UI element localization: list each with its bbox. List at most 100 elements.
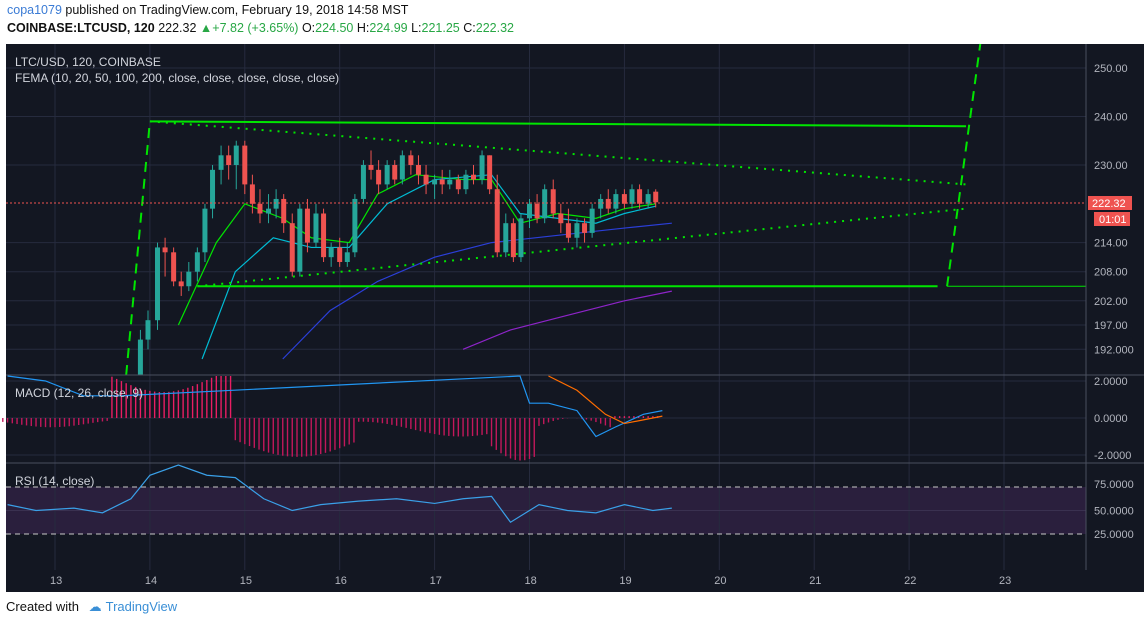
macd-legend[interactable]: MACD (12, 26, close, 9) — [15, 386, 143, 400]
low-value: 221.25 — [421, 21, 460, 35]
tradingview-brand[interactable]: TradingView — [105, 599, 178, 614]
candle-body-44 — [487, 155, 493, 190]
price-tick-label-4: 214.00 — [1094, 238, 1128, 250]
candle-body-37 — [432, 179, 438, 185]
candle-body-59 — [605, 198, 611, 209]
fema-line-3 — [462, 290, 672, 350]
candle-body-25 — [337, 247, 343, 262]
last-price: 222.32 — [158, 21, 197, 35]
price-axis-background — [1086, 44, 1144, 570]
candle-body-55 — [574, 223, 580, 238]
tradingview-logo-icon[interactable]: ☁ — [88, 599, 102, 614]
candle-body-53 — [558, 213, 564, 224]
open-label: O: — [301, 21, 316, 35]
candle-body-39 — [447, 179, 453, 185]
candle-body-9 — [210, 169, 216, 209]
candle-body-22 — [313, 213, 319, 243]
price-tick-label-8: 192.000 — [1094, 344, 1134, 356]
candle-body-10 — [218, 155, 224, 170]
candle-body-38 — [439, 179, 445, 185]
dashed-entry-line — [125, 121, 151, 376]
candle-body-5 — [178, 281, 184, 287]
candle-body-26 — [344, 252, 350, 262]
candlesticks — [137, 140, 659, 375]
candle-body-47 — [510, 223, 516, 258]
candle-body-35 — [415, 165, 421, 175]
rsi-tick-label-0: 75.0000 — [1094, 479, 1134, 491]
candle-body-64 — [645, 194, 651, 204]
axis-labels: 13 14 15 16 17 18 19 20 21 22 23 250.00 240.00 230.00… — [50, 63, 1134, 587]
candle-body-40 — [455, 179, 461, 190]
candle-body-54 — [565, 223, 571, 238]
rsi-tick-label-2: 25.0000 — [1094, 529, 1134, 541]
rsi-legend[interactable]: RSI (14, close) — [15, 474, 94, 488]
quote-header: COINBASE:LTCUSD, 120 222.32 ▲+7.82 (+3.6… — [7, 21, 514, 35]
candle-body-29 — [368, 165, 374, 170]
pane-title: LTC/USD, 120, COINBASE — [15, 55, 161, 69]
high-value: 224.99 — [369, 21, 408, 35]
macd-tick-label-2: -2.0000 — [1094, 450, 1131, 462]
candle-body-1 — [145, 320, 151, 340]
candle-body-51 — [542, 189, 548, 219]
candle-body-17 — [273, 198, 279, 209]
candle-body-43 — [479, 155, 485, 180]
x-tick-label-5: 18 — [525, 575, 537, 587]
trendline-drawings[interactable] — [125, 43, 1086, 376]
candle-body-0 — [137, 339, 143, 375]
fema-line-0 — [177, 174, 656, 326]
macd-line — [7, 375, 663, 438]
low-label: L: — [411, 21, 422, 35]
candle-body-23 — [321, 213, 327, 258]
x-tick-label-1: 14 — [145, 575, 157, 587]
x-tick-label-0: 13 — [50, 575, 62, 587]
high-label: H: — [356, 21, 370, 35]
candle-body-32 — [392, 165, 398, 180]
open-value: 224.50 — [315, 21, 354, 35]
wedge-top-line — [149, 120, 967, 186]
macd-tick-label-1: 0.0000 — [1094, 413, 1128, 425]
candle-body-11 — [226, 155, 232, 165]
candle-body-24 — [328, 247, 334, 258]
candle-body-60 — [613, 194, 619, 209]
candle-body-12 — [233, 145, 239, 165]
candle-body-30 — [376, 169, 382, 185]
candle-body-57 — [589, 208, 595, 233]
x-tick-label-3: 16 — [335, 575, 347, 587]
candle-body-15 — [257, 203, 263, 214]
x-tick-label-9: 22 — [904, 575, 916, 587]
candle-body-46 — [503, 223, 509, 253]
macd-tick-label-0: 2.0000 — [1094, 376, 1128, 388]
close-value: 222.32 — [475, 21, 514, 35]
author-link[interactable]: copa1079 — [7, 3, 62, 17]
rsi-tick-label-1: 50.0000 — [1094, 506, 1134, 518]
footer: Created with ☁ TradingView — [6, 599, 177, 615]
price-tick-label-5: 208.00 — [1094, 267, 1128, 279]
candle-body-19 — [289, 223, 295, 272]
candle-body-34 — [408, 155, 414, 165]
candle-body-21 — [304, 208, 310, 243]
rsi-guides — [6, 486, 1086, 535]
price-tick-label-2: 230.00 — [1094, 160, 1128, 172]
time-axis-background — [6, 570, 1144, 592]
countdown-badge: 01:01 — [1099, 214, 1127, 226]
candle-body-45 — [494, 189, 500, 253]
price-tick-label-1: 240.00 — [1094, 112, 1128, 124]
candle-body-7 — [194, 252, 200, 272]
price-badge: 222.32 — [1092, 198, 1126, 210]
candle-body-48 — [518, 218, 524, 258]
candle-body-61 — [621, 194, 627, 204]
candle-body-4 — [171, 252, 177, 282]
candle-body-27 — [352, 198, 358, 253]
publish-header: copa1079 published on TradingView.com, F… — [7, 3, 408, 17]
candle-body-42 — [471, 174, 477, 180]
fema-legend[interactable]: FEMA (10, 20, 50, 100, 200, close, close… — [15, 71, 339, 85]
price-change: +7.82 (+3.65%) — [212, 21, 299, 35]
candle-body-65 — [653, 191, 659, 203]
candle-body-52 — [550, 189, 556, 214]
candle-body-14 — [249, 184, 255, 204]
wedge-bottom-line — [197, 207, 967, 288]
price-tick-label-7: 197.00 — [1094, 320, 1128, 332]
candle-body-31 — [384, 165, 390, 185]
candle-body-50 — [534, 203, 540, 219]
